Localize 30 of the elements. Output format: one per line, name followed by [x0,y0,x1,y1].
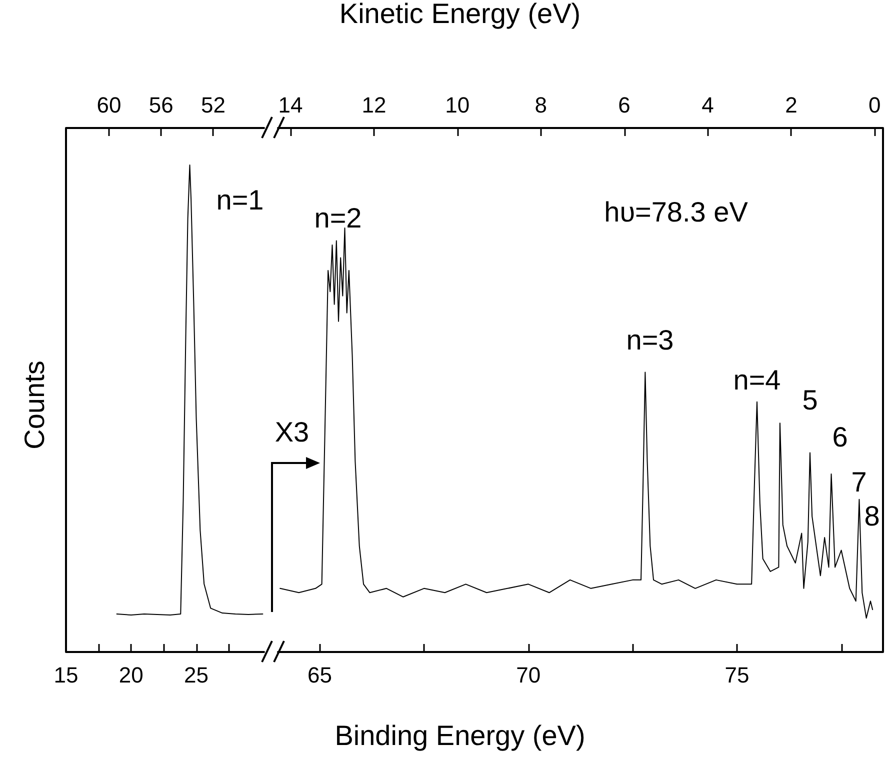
x2-tick-label: 0 [868,92,881,118]
annotation: 8 [864,500,880,532]
x2-tick-label: 8 [534,92,547,118]
annotation: n=4 [733,364,781,396]
x-tick-label: 70 [516,662,541,688]
x2-tick-label: 4 [702,92,714,118]
x2-tick-label: 52 [200,92,226,118]
annotation: X3 [274,416,310,448]
x-tick-label: 20 [118,662,144,688]
x-tick-label: 25 [184,662,209,688]
x-axis-title: Binding Energy (eV) [334,720,586,752]
annotation: 7 [851,466,867,498]
annotation: n=2 [314,202,362,234]
y-axis-title: Counts [19,360,51,450]
annotation: n=3 [626,324,674,356]
annotation: 5 [802,384,818,416]
x-tick-label: 65 [307,662,332,688]
annotation: n=1 [216,184,264,216]
x2-tick-label: 12 [362,92,386,118]
x2-tick-label: 10 [445,92,470,118]
x2-tick-label: 60 [96,92,122,118]
x2-axis-title: Kinetic Energy (eV) [338,0,582,30]
x2-tick-label: 2 [785,92,798,118]
x-tick-label: 15 [54,662,78,688]
text: hυ=78.3 eV [604,196,748,228]
annotation: 6 [832,422,848,452]
x2-tick-label: 6 [618,92,630,118]
x2-tick-label: 14 [278,92,303,118]
x2-tick-label: 56 [148,92,174,118]
x-tick-label: 75 [724,662,750,688]
